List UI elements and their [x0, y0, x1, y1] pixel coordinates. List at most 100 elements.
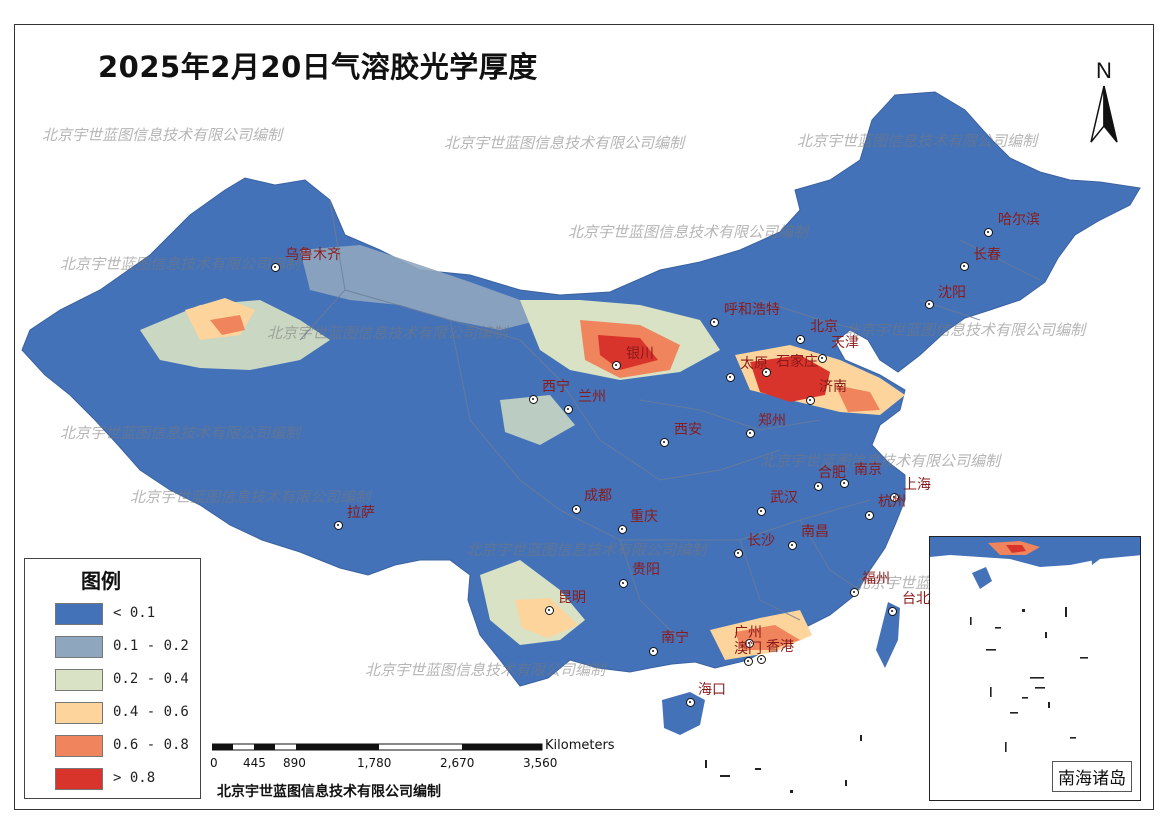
city-marker[interactable]	[925, 300, 934, 309]
city-label: 南宁	[661, 630, 689, 646]
legend-item: 0.6 - 0.8	[55, 735, 195, 757]
city-marker[interactable]	[984, 228, 993, 237]
city-marker[interactable]	[806, 396, 815, 405]
legend-item: 0.1 - 0.2	[55, 636, 195, 658]
city-marker[interactable]	[888, 607, 897, 616]
city-marker[interactable]	[619, 579, 628, 588]
city-marker[interactable]	[710, 318, 719, 327]
province-boundaries	[299, 199, 1041, 641]
legend-swatch	[55, 669, 103, 691]
watermark-text: 北京宇世蓝图信息技术有限公司编制	[444, 134, 685, 152]
city-label: 济南	[819, 379, 847, 395]
city-marker[interactable]	[960, 262, 969, 271]
city-label: 呼和浩特	[724, 302, 780, 318]
watermark-text: 北京宇世蓝图信息技术有限公司编制	[797, 132, 1038, 150]
city-marker[interactable]	[572, 505, 581, 514]
city-marker[interactable]	[612, 361, 621, 370]
city-label: 合肥	[818, 465, 846, 481]
city-marker[interactable]	[649, 647, 658, 656]
watermark-text: 北京宇世蓝图信息技术有限公司编制	[130, 488, 371, 506]
city-label: 兰州	[578, 389, 606, 405]
city-label: 太原	[740, 356, 768, 372]
south-china-sea-inset: 南海诸岛	[929, 536, 1141, 801]
watermark-text: 北京宇世蓝图信息技术有限公司编制	[267, 324, 508, 342]
city-marker[interactable]	[660, 438, 669, 447]
legend-title: 图例	[81, 569, 121, 593]
city-label: 石家庄	[776, 354, 818, 370]
legend-label: 0.1 - 0.2	[113, 638, 189, 654]
city-label: 长沙	[747, 533, 775, 549]
city-marker[interactable]	[271, 263, 280, 272]
city-label: 海口	[698, 682, 726, 698]
watermark-text: 北京宇世蓝图信息技术有限公司编制	[845, 321, 1086, 339]
legend-label: 0.6 - 0.8	[113, 737, 189, 753]
legend-swatch	[55, 603, 103, 625]
city-marker[interactable]	[686, 698, 695, 707]
aod-zone-tarim-high	[210, 315, 245, 335]
china-landmass	[21, 91, 1141, 687]
scale-bar	[212, 743, 543, 751]
city-marker[interactable]	[796, 335, 805, 344]
city-marker[interactable]	[726, 373, 735, 382]
city-marker[interactable]	[850, 588, 859, 597]
map-frame	[14, 24, 1154, 810]
city-marker[interactable]	[745, 639, 754, 648]
city-marker[interactable]	[788, 541, 797, 550]
legend-item: 0.2 - 0.4	[55, 669, 195, 691]
city-marker[interactable]	[744, 657, 753, 666]
city-marker[interactable]	[618, 525, 627, 534]
city-label: 成都	[584, 488, 612, 504]
watermark-text: 北京宇世蓝图信息技术有限公司编制	[568, 223, 809, 241]
legend-label: < 0.1	[113, 605, 156, 621]
city-marker[interactable]	[529, 395, 538, 404]
legend-item: < 0.1	[55, 603, 195, 625]
north-label: N	[1096, 58, 1112, 83]
legend-label: 0.2 - 0.4	[113, 671, 189, 687]
city-marker[interactable]	[865, 511, 874, 520]
city-marker[interactable]	[757, 655, 766, 664]
city-label: 广州	[734, 625, 762, 641]
watermark-text: 北京宇世蓝图信息技术有限公司编制	[365, 661, 606, 679]
city-marker[interactable]	[545, 606, 554, 615]
city-marker[interactable]	[734, 549, 743, 558]
legend-label: 0.4 - 0.6	[113, 704, 189, 720]
city-marker[interactable]	[890, 493, 899, 502]
legend: 图例 < 0.1 0.1 - 0.2 0.2 - 0.4 0.4 - 0.6 0…	[24, 558, 201, 799]
legend-swatch	[55, 702, 103, 724]
city-label: 沈阳	[938, 285, 966, 301]
city-marker[interactable]	[334, 521, 343, 530]
city-label: 北京	[810, 319, 838, 335]
watermark-text: 北京宇世蓝图信息技术有限公司编制	[760, 452, 1001, 470]
city-marker[interactable]	[762, 368, 771, 377]
taiwan-island	[876, 602, 900, 668]
scale-tick: 890	[283, 756, 306, 770]
city-label: 银川	[626, 346, 654, 362]
city-label: 武汉	[770, 490, 798, 506]
city-label: 郑州	[758, 413, 786, 429]
city-label: 哈尔滨	[998, 212, 1040, 228]
inset-label: 南海诸岛	[1052, 761, 1132, 792]
watermark-text: 北京宇世蓝图信息技术有限公司编制	[60, 424, 301, 442]
city-label: 天津	[831, 335, 859, 351]
legend-item: 0.4 - 0.6	[55, 702, 195, 724]
city-marker[interactable]	[757, 507, 766, 516]
city-label: 西宁	[542, 379, 570, 395]
city-marker[interactable]	[840, 479, 849, 488]
scale-tick: 0	[210, 756, 218, 770]
map-title: 2025年2月20日气溶胶光学厚度	[98, 50, 538, 84]
watermark-text: 北京宇世蓝图信息技术有限公司编制	[60, 255, 301, 273]
city-marker[interactable]	[564, 405, 573, 414]
city-label: 澳门	[734, 641, 762, 657]
watermark-text: 北京宇世蓝图信息技术有限公司编制	[42, 126, 283, 144]
city-label: 贵阳	[632, 562, 660, 578]
city-label: 重庆	[630, 509, 658, 525]
city-label: 西安	[674, 422, 702, 438]
city-marker[interactable]	[814, 482, 823, 491]
city-label: 香港	[766, 639, 794, 655]
scale-tick: 2,670	[440, 756, 475, 770]
city-marker[interactable]	[746, 429, 755, 438]
city-marker[interactable]	[818, 354, 827, 363]
aod-zone-shandong-high	[835, 385, 880, 412]
legend-swatch	[55, 768, 103, 790]
watermark-text: 北京宇世蓝图信息技术有限公司编制	[466, 541, 707, 559]
